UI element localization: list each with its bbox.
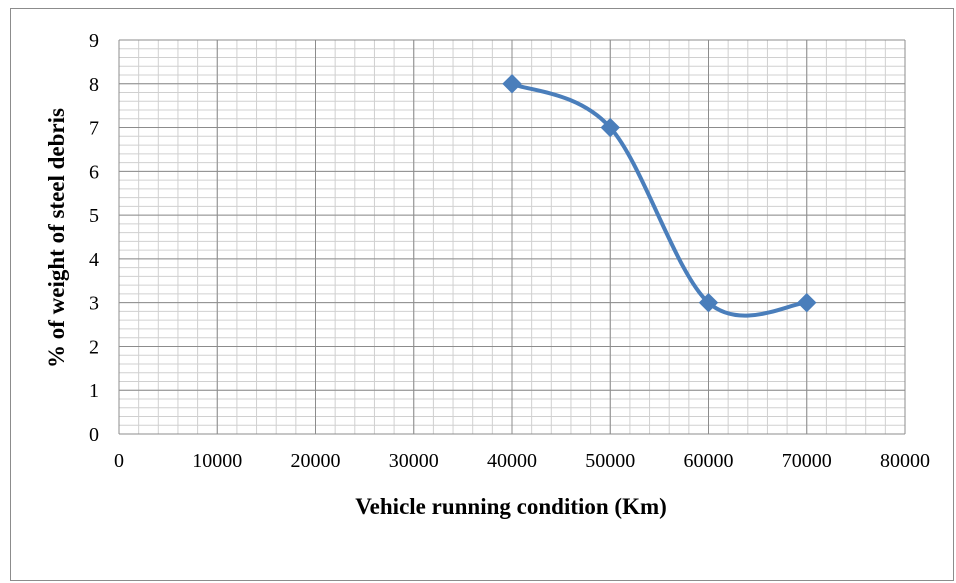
y-tick-label: 8 <box>89 74 99 96</box>
y-tick-label: 4 <box>89 249 99 271</box>
x-axis-title: Vehicle running condition (Km) <box>355 494 667 519</box>
chart-frame <box>10 8 954 581</box>
y-tick-label: 7 <box>89 118 99 140</box>
data-point-marker <box>797 292 817 313</box>
series-line <box>511 81 807 318</box>
x-tick-label: 70000 <box>782 450 832 472</box>
series-group <box>502 74 817 318</box>
x-tick-label: 50000 <box>585 450 635 472</box>
x-tick-label: 30000 <box>389 450 439 472</box>
y-axis-title: % of weight of steel debris <box>44 108 69 368</box>
y-tick-label: 0 <box>89 424 99 446</box>
y-tick-label: 5 <box>89 205 99 227</box>
y-tick-label: 2 <box>89 336 99 358</box>
y-tick-labels: 0 1 2 3 4 5 6 7 8 9 <box>89 30 99 446</box>
x-tick-label: 80000 <box>880 450 930 472</box>
x-tick-label: 60000 <box>684 450 734 472</box>
data-point-marker <box>600 117 620 138</box>
data-point-marker <box>502 74 522 94</box>
data-point-marker <box>698 292 719 313</box>
x-tick-label: 20000 <box>291 450 341 472</box>
x-tick-labels: 0 10000 20000 30000 40000 50000 60000 70000 8000… <box>114 450 930 472</box>
y-tick-label: 3 <box>89 293 99 315</box>
x-tick-label: 0 <box>114 450 124 472</box>
y-tick-label: 6 <box>89 161 99 183</box>
y-tick-label: 1 <box>89 380 99 402</box>
x-tick-label: 10000 <box>192 450 242 472</box>
y-tick-label: 9 <box>89 30 99 52</box>
x-tick-label: 40000 <box>487 450 537 472</box>
